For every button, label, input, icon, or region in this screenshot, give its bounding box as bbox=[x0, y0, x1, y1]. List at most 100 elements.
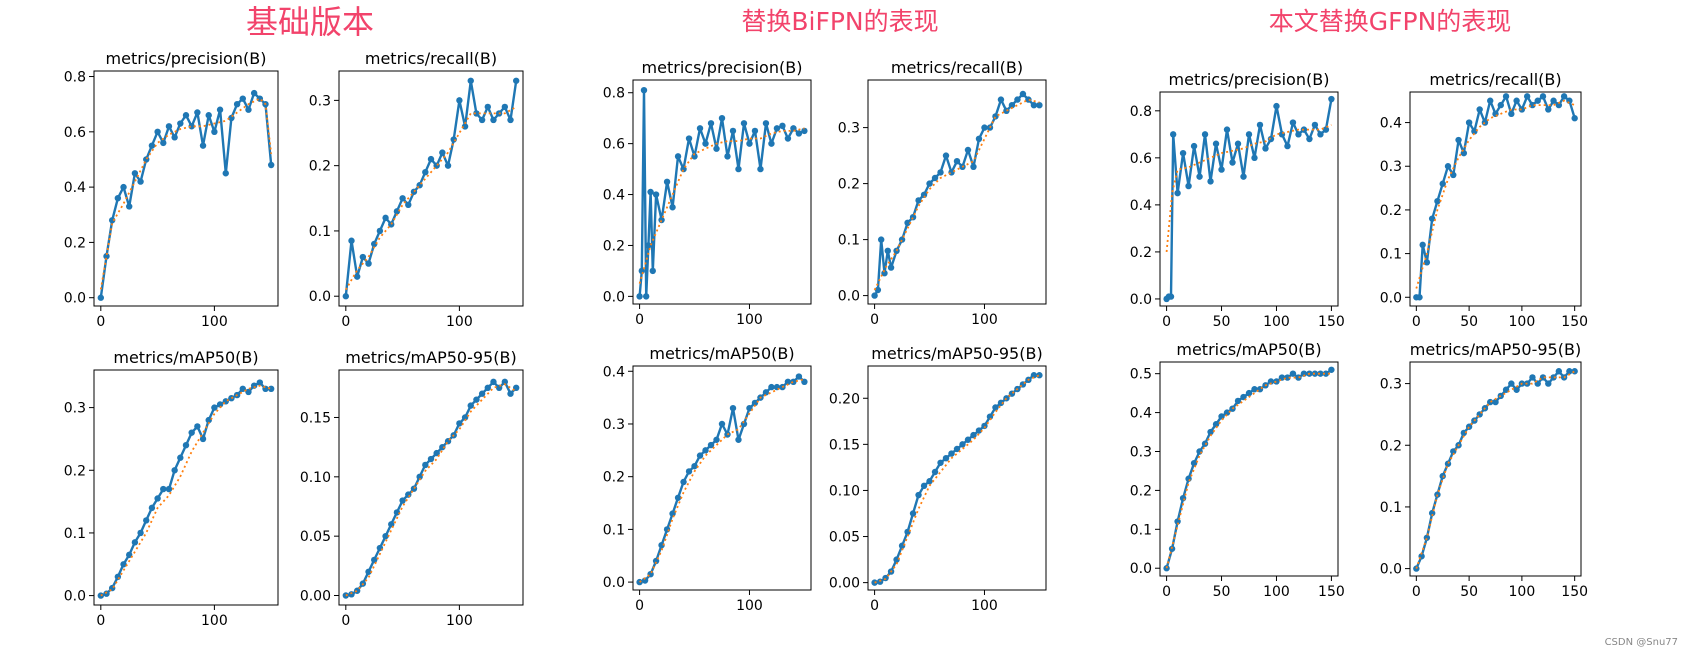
data-point bbox=[1196, 173, 1203, 180]
data-point bbox=[1267, 378, 1275, 385]
data-point bbox=[199, 142, 207, 149]
data-point bbox=[1245, 389, 1253, 397]
subplot-2: metrics/mAP50(B) 0 100 0.0 0.1 0.2 0.3 bbox=[64, 348, 279, 629]
y-tick-label: 0.1 bbox=[603, 522, 625, 538]
data-point bbox=[1508, 110, 1515, 118]
data-point bbox=[801, 127, 808, 135]
data-point bbox=[729, 404, 737, 412]
data-point bbox=[652, 191, 660, 198]
y-tick-label: 0.0 bbox=[1130, 561, 1152, 577]
x-tick-label: 100 bbox=[446, 314, 473, 330]
data-point bbox=[674, 494, 682, 501]
data-point bbox=[898, 542, 906, 549]
data-point bbox=[199, 435, 207, 443]
y-tick-label: 0.20 bbox=[829, 391, 860, 407]
x-tick-label: 100 bbox=[1263, 314, 1290, 330]
data-point bbox=[1423, 259, 1431, 266]
data-point bbox=[1234, 397, 1242, 405]
y-tick-label: 0.10 bbox=[829, 483, 860, 499]
data-point bbox=[1273, 102, 1280, 110]
data-point bbox=[1240, 173, 1247, 180]
data-point bbox=[399, 195, 406, 202]
data-point bbox=[216, 106, 224, 113]
data-point bbox=[188, 429, 195, 436]
data-point bbox=[1328, 95, 1335, 103]
data-point bbox=[1492, 398, 1499, 406]
y-tick-label: 0.0 bbox=[603, 289, 625, 305]
series-line-results bbox=[1165, 368, 1333, 569]
y-tick-label: 0.6 bbox=[1130, 151, 1152, 167]
subplot-5: metrics/recall(B) 0 100 0.0 0.1 0.2 0.3 bbox=[838, 58, 1047, 328]
group-title-gfpn: 本文替换GFPN的表现 bbox=[1268, 7, 1512, 36]
y-tick-label: 0.15 bbox=[300, 410, 331, 426]
data-point bbox=[1167, 293, 1175, 300]
series-line-smooth bbox=[345, 106, 517, 291]
data-point bbox=[222, 170, 229, 177]
data-point bbox=[1174, 189, 1181, 197]
x-tick-label: 100 bbox=[1263, 584, 1290, 600]
series-line-results bbox=[345, 380, 518, 597]
data-point bbox=[1450, 448, 1457, 455]
y-tick-label: 0.0 bbox=[838, 289, 860, 305]
x-tick-label: 0 bbox=[96, 314, 105, 330]
data-point bbox=[1240, 393, 1247, 401]
x-tick-label: 150 bbox=[1318, 584, 1345, 600]
data-point bbox=[696, 125, 704, 132]
data-point bbox=[1523, 93, 1531, 100]
y-tick-label: 0.3 bbox=[603, 417, 625, 433]
data-point bbox=[211, 128, 218, 136]
data-point bbox=[1317, 370, 1324, 377]
data-point bbox=[194, 109, 201, 116]
data-point bbox=[216, 401, 224, 408]
data-point bbox=[97, 294, 105, 301]
x-tick-label: 0 bbox=[870, 312, 879, 328]
y-tick-label: 0.2 bbox=[309, 159, 331, 175]
y-tick-label: 0.2 bbox=[603, 238, 625, 254]
data-point bbox=[937, 459, 944, 466]
data-point bbox=[1030, 372, 1038, 379]
data-point bbox=[410, 188, 418, 195]
data-point bbox=[647, 188, 654, 196]
y-tick-label: 0.05 bbox=[300, 529, 331, 545]
subplot-title: metrics/mAP50-95(B) bbox=[1410, 340, 1581, 359]
x-tick-label: 100 bbox=[1509, 584, 1536, 600]
data-point bbox=[735, 165, 742, 173]
series-line-smooth bbox=[873, 98, 1040, 291]
data-point bbox=[1444, 163, 1452, 170]
x-tick-label: 0 bbox=[870, 598, 879, 614]
data-point bbox=[898, 236, 906, 243]
data-point bbox=[1223, 126, 1231, 133]
data-point bbox=[1223, 409, 1231, 416]
data-point bbox=[1196, 448, 1203, 455]
data-point bbox=[365, 260, 372, 267]
data-point bbox=[909, 214, 917, 221]
data-point bbox=[1502, 93, 1510, 100]
data-point bbox=[1497, 101, 1504, 109]
data-point bbox=[948, 169, 955, 176]
data-point bbox=[1476, 106, 1483, 113]
data-point bbox=[1289, 370, 1297, 377]
plot-frame bbox=[867, 79, 1047, 305]
data-point bbox=[1262, 145, 1269, 152]
series-line-results bbox=[99, 91, 273, 298]
data-point bbox=[645, 242, 652, 249]
data-point bbox=[909, 510, 917, 517]
data-point bbox=[473, 396, 480, 403]
data-point bbox=[1465, 119, 1473, 126]
data-point bbox=[1251, 386, 1258, 393]
data-point bbox=[685, 135, 693, 142]
data-point bbox=[713, 145, 720, 152]
data-point bbox=[663, 526, 671, 533]
x-tick-label: 0 bbox=[1412, 314, 1421, 330]
subplot-title: metrics/mAP50-95(B) bbox=[345, 348, 516, 367]
data-point bbox=[456, 420, 463, 427]
subplot-1: metrics/recall(B) 0 100 0.0 0.1 0.2 0.3 bbox=[309, 49, 524, 330]
data-point bbox=[143, 156, 150, 163]
data-point bbox=[1566, 368, 1573, 375]
data-point bbox=[1003, 107, 1010, 115]
data-point bbox=[768, 383, 775, 391]
data-point bbox=[1550, 97, 1557, 104]
subplot-title: metrics/precision(B) bbox=[1169, 70, 1330, 89]
plot-frame bbox=[1409, 361, 1582, 577]
